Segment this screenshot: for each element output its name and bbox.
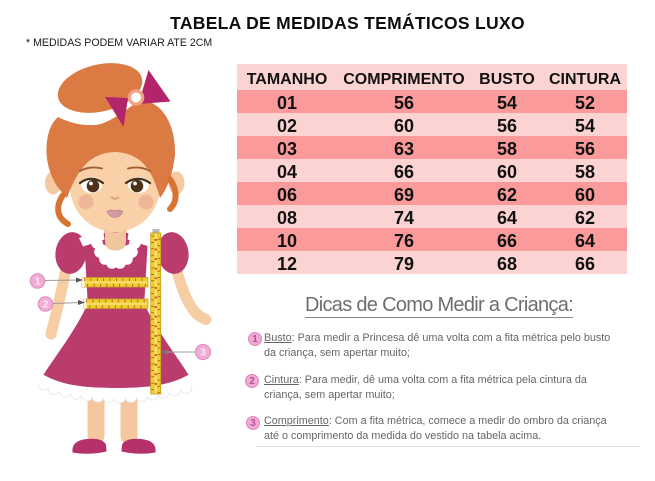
svg-text:2: 2 — [43, 300, 49, 311]
svg-text:3: 3 — [200, 348, 206, 359]
svg-text:1: 1 — [35, 277, 41, 288]
